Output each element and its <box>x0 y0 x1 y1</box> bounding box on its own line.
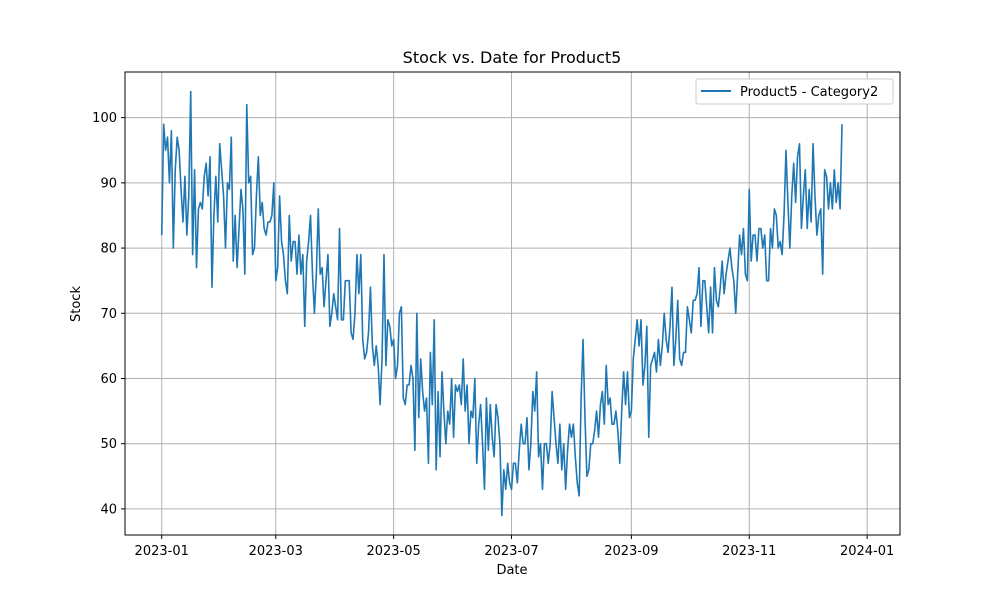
y-axis: 40 50 60 70 80 90 100 <box>92 111 125 517</box>
x-axis-title: Date <box>496 563 527 578</box>
x-tick-label: 2023-03 <box>249 544 303 559</box>
x-tick-label: 2023-01 <box>135 544 189 559</box>
series-line-product5-category2 <box>160 90 843 517</box>
y-tick-label: 40 <box>100 502 117 517</box>
y-tick-label: 80 <box>100 242 117 257</box>
grid-lines <box>125 72 900 535</box>
legend: Product5 - Category2 <box>695 78 894 105</box>
x-tick-label: 2024-01 <box>840 544 894 559</box>
x-tick-label: 2023-05 <box>366 544 420 559</box>
plot-area <box>125 72 900 535</box>
y-tick-label: 90 <box>100 176 117 191</box>
y-tick-label: 100 <box>92 111 117 126</box>
legend-label: Product5 - Category2 <box>740 85 878 100</box>
y-axis-title: Stock <box>69 286 84 322</box>
data-layer <box>160 90 843 517</box>
x-tick-label: 2023-11 <box>722 544 776 559</box>
x-tick-label: 2023-09 <box>604 544 658 559</box>
legend-box <box>695 78 894 105</box>
y-tick-label: 50 <box>100 437 117 452</box>
y-tick-label: 70 <box>100 307 117 322</box>
x-axis: 2023-01 2023-03 2023-05 2023-07 2023-09 2023-… <box>135 535 894 559</box>
plot-frame <box>124 71 901 536</box>
chart-title: Stock vs. Date for Product5 <box>403 48 622 67</box>
y-tick-label: 60 <box>100 372 117 387</box>
x-tick-label: 2023-07 <box>484 544 538 559</box>
